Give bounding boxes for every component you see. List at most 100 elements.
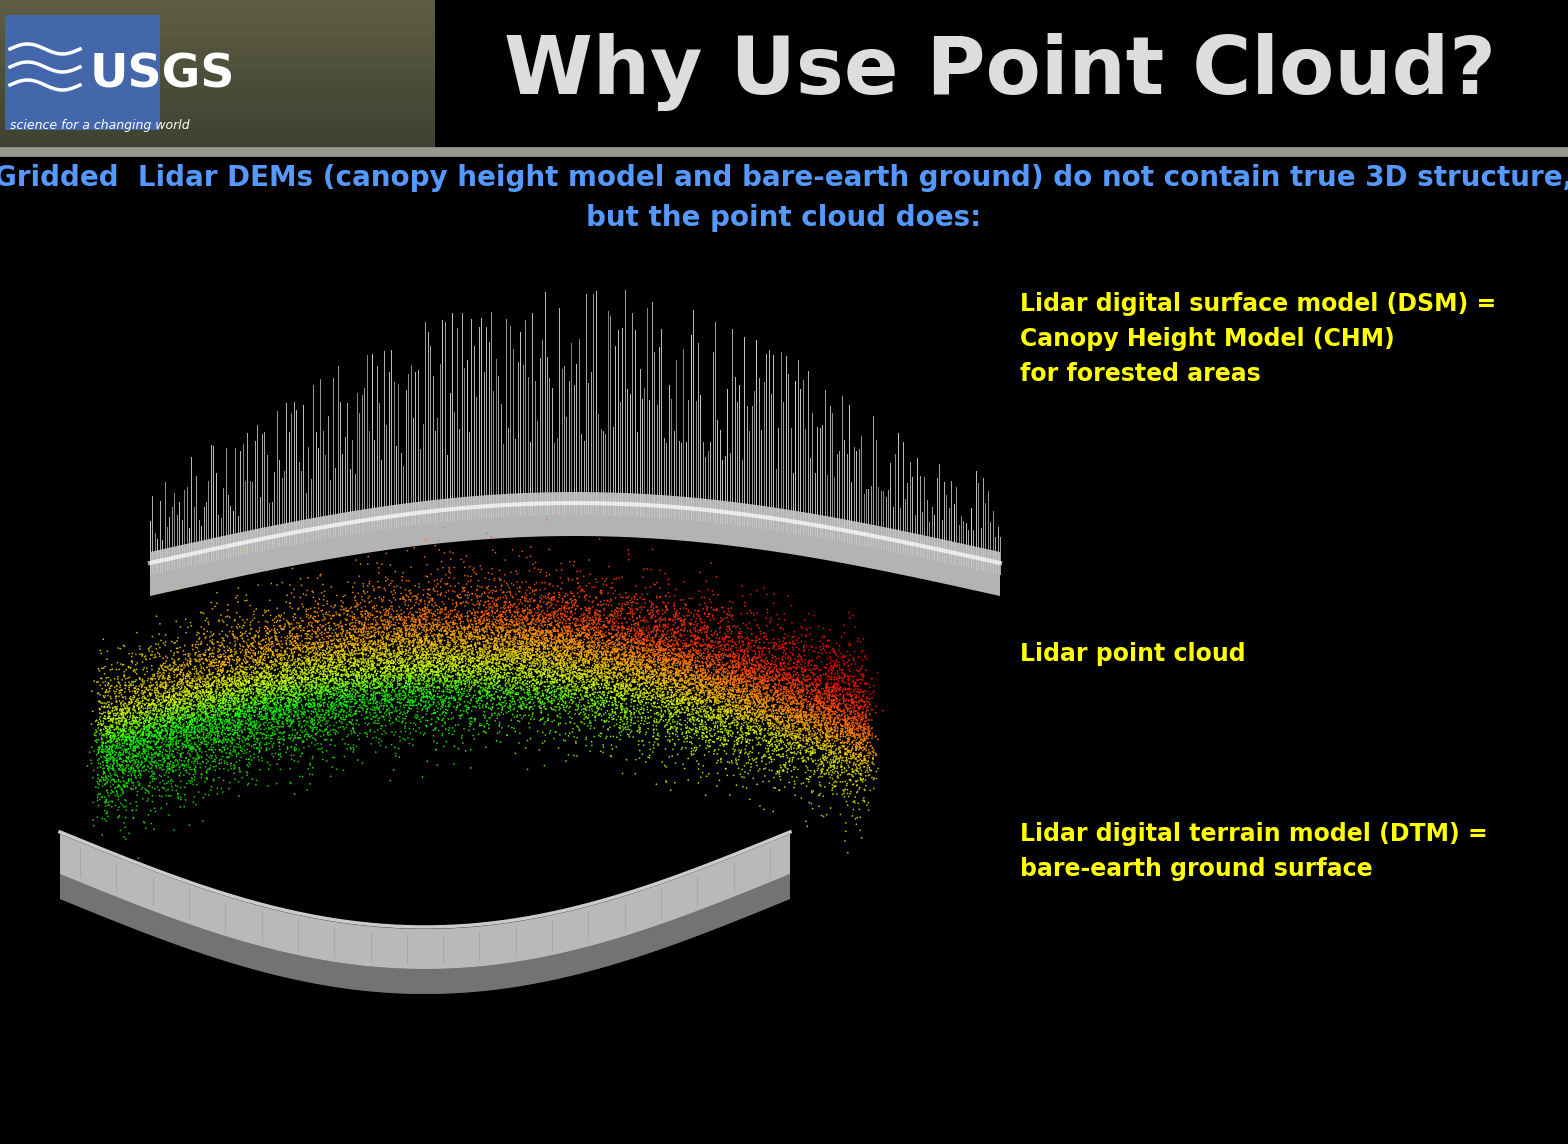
Point (671, 654, 696, 673)
Point (298, 728, 323, 746)
Point (353, 666, 378, 684)
Point (326, 643, 351, 661)
Point (373, 667, 398, 685)
Point (466, 604, 491, 622)
Point (820, 728, 845, 746)
Point (728, 702, 753, 721)
Point (737, 698, 762, 716)
Point (185, 714, 210, 732)
Point (812, 716, 837, 734)
Point (386, 712, 411, 730)
Point (754, 692, 779, 710)
Point (474, 672, 499, 690)
Point (252, 672, 278, 690)
Point (552, 656, 577, 674)
Point (555, 635, 580, 653)
Point (492, 688, 517, 706)
Point (566, 652, 591, 670)
Point (612, 619, 637, 637)
Point (718, 625, 743, 643)
Point (183, 697, 209, 715)
Point (102, 705, 127, 723)
Point (453, 597, 478, 615)
Point (406, 659, 431, 677)
Point (707, 648, 732, 666)
Point (513, 657, 538, 675)
Point (387, 669, 412, 688)
Point (706, 676, 731, 694)
Point (558, 651, 583, 669)
Point (267, 712, 292, 730)
Point (442, 691, 467, 709)
Point (808, 690, 833, 708)
Point (580, 668, 605, 686)
Point (574, 645, 599, 664)
Point (668, 627, 693, 645)
Point (328, 635, 353, 653)
Point (221, 689, 246, 707)
Point (160, 761, 185, 779)
Point (241, 716, 267, 734)
Point (99, 766, 124, 785)
Point (776, 689, 801, 707)
Point (409, 652, 434, 670)
Point (370, 639, 395, 658)
Point (594, 668, 619, 686)
Point (188, 705, 213, 723)
Point (323, 657, 348, 675)
Point (734, 699, 759, 717)
Point (745, 653, 770, 672)
Point (387, 661, 412, 680)
Point (299, 666, 325, 684)
Point (295, 670, 320, 689)
Point (718, 686, 743, 705)
Point (679, 734, 704, 753)
Point (558, 607, 583, 626)
Point (447, 707, 472, 725)
Point (588, 668, 613, 686)
Point (107, 808, 132, 826)
Point (554, 670, 579, 689)
Point (693, 664, 718, 682)
Point (771, 629, 797, 648)
Point (384, 635, 409, 653)
Point (252, 691, 278, 709)
Point (851, 750, 877, 769)
Point (707, 623, 732, 642)
Point (596, 643, 621, 661)
Point (621, 672, 646, 690)
Point (517, 688, 543, 706)
Point (182, 710, 207, 729)
Point (833, 723, 858, 741)
Point (403, 594, 428, 612)
Point (797, 651, 822, 669)
Point (202, 668, 227, 686)
Point (652, 665, 677, 683)
Point (629, 626, 654, 644)
Point (400, 664, 425, 682)
Point (113, 791, 138, 809)
Point (706, 706, 731, 724)
Point (113, 676, 138, 694)
Point (426, 710, 452, 729)
Point (221, 684, 246, 702)
Point (806, 721, 831, 739)
Point (262, 613, 287, 631)
Point (441, 648, 466, 666)
Point (210, 622, 235, 641)
Point (260, 715, 285, 733)
Point (514, 581, 539, 599)
Point (693, 739, 718, 757)
Point (541, 678, 566, 697)
Point (281, 690, 306, 708)
Point (662, 653, 687, 672)
Point (216, 747, 241, 765)
Point (737, 698, 762, 716)
Point (652, 643, 677, 661)
Point (332, 645, 358, 664)
Point (136, 746, 162, 764)
Point (756, 722, 781, 740)
Point (820, 737, 845, 755)
Point (154, 757, 179, 776)
Point (666, 639, 691, 658)
